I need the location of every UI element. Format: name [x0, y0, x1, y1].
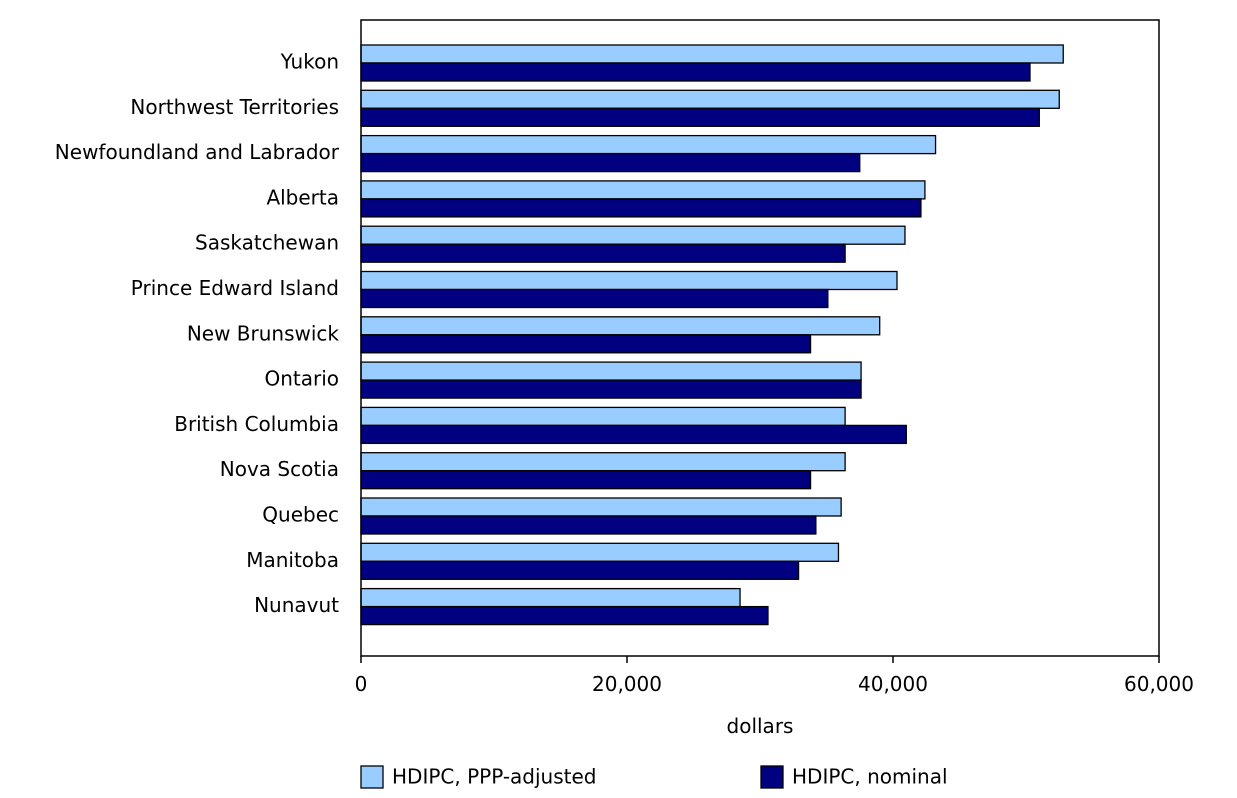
bar-ppp-adjusted	[360, 134, 937, 155]
bar-ppp-adjusted	[360, 89, 1060, 109]
category-label: Northwest Territories	[130, 95, 339, 119]
x-axis-ticks: 0 20,000 40,000 60,000	[355, 656, 1194, 696]
x-tick-label: 20,000	[592, 672, 662, 696]
bar-ppp-adjusted	[360, 587, 741, 608]
category-label: Saskatchewan	[195, 231, 339, 255]
legend-label-nominal: HDIPC, nominal	[792, 765, 948, 789]
plot-frame	[360, 19, 1160, 657]
category-label: Yukon	[280, 50, 339, 74]
x-axis-title: dollars	[727, 714, 794, 738]
x-tick-label: 40,000	[858, 672, 928, 696]
bar-ppp-adjusted	[360, 270, 898, 291]
bar-ppp-adjusted	[360, 180, 926, 200]
bar-ppp-adjusted	[360, 542, 840, 562]
x-tick-label: 60,000	[1124, 672, 1194, 696]
bar-nominal	[360, 198, 922, 218]
category-label: British Columbia	[174, 412, 339, 436]
bar-nominal	[360, 560, 800, 580]
category-label: Nunavut	[254, 593, 339, 617]
bar-ppp-adjusted	[360, 316, 881, 336]
legend-label-ppp-adjusted: HDIPC, PPP-adjusted	[392, 765, 596, 789]
bar-ppp-adjusted	[360, 361, 862, 381]
bar-ppp-adjusted	[360, 225, 906, 245]
category-labels: Yukon Northwest Territories Newfoundland a…	[55, 50, 340, 618]
bar-ppp-adjusted	[360, 452, 846, 472]
category-label: Prince Edward Island	[131, 276, 339, 300]
category-label: New Brunswick	[187, 321, 340, 345]
legend-swatch-ppp-adjusted	[360, 765, 384, 789]
bar-nominal	[360, 334, 812, 354]
bars-group	[360, 44, 1064, 626]
bar-nominal	[360, 288, 829, 309]
bar-nominal	[360, 379, 862, 399]
category-label: Alberta	[266, 185, 339, 209]
legend: HDIPC, PPP-adjusted HDIPC, nominal	[360, 765, 948, 789]
category-label: Newfoundland and Labrador	[55, 140, 340, 164]
category-label: Nova Scotia	[220, 457, 339, 481]
legend-swatch-nominal	[760, 765, 784, 789]
bar-nominal	[360, 605, 769, 626]
bar-ppp-adjusted	[360, 497, 842, 517]
bar-nominal	[360, 243, 846, 263]
category-label: Ontario	[264, 367, 339, 391]
category-label: Manitoba	[246, 548, 339, 572]
bar-nominal	[360, 515, 817, 535]
bar-nominal	[360, 152, 861, 173]
bar-nominal	[360, 107, 1040, 127]
bar-nominal	[360, 470, 812, 490]
bar-ppp-adjusted	[360, 406, 846, 427]
x-tick-label: 0	[355, 672, 368, 696]
bar-nominal	[360, 62, 1031, 82]
bar-ppp-adjusted	[360, 44, 1064, 64]
bar-nominal	[360, 424, 907, 445]
category-label: Quebec	[262, 503, 339, 527]
